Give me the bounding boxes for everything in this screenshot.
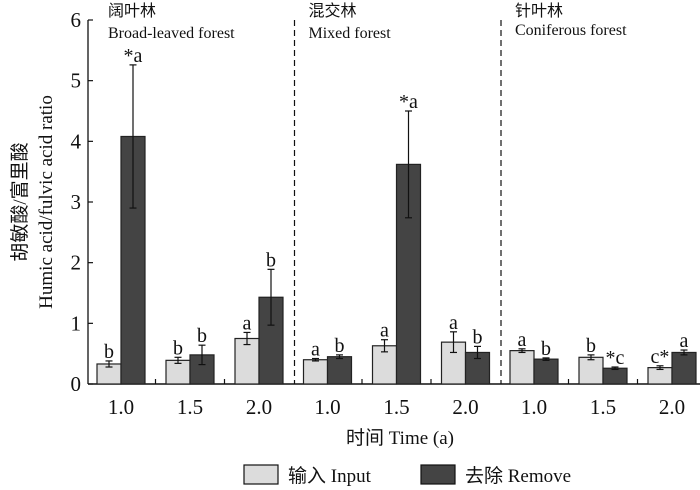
x-tick-label: 1.5 — [590, 395, 616, 419]
significance-label-input: a — [243, 312, 252, 334]
x-tick-label: 1.5 — [383, 395, 409, 419]
legend: 输入 Input 去除 Remove — [243, 464, 571, 487]
significance-label-remove: b — [197, 325, 207, 347]
x-tick-label: 2.0 — [246, 395, 272, 419]
significance-label-input: b — [104, 341, 114, 363]
y-tick-label: 1 — [71, 311, 82, 335]
panel-title-cn: 阔叶林 — [108, 2, 156, 20]
legend-swatch-remove — [420, 464, 456, 485]
bar-input — [647, 367, 673, 385]
significance-label-input: a — [449, 312, 458, 334]
significance-label-input: b — [173, 337, 183, 359]
y-axis-label: Humic acid/fulvic acid ratio — [36, 95, 57, 309]
legend-label-remove: 去除 Remove — [465, 465, 571, 487]
y-tick-label: 5 — [71, 69, 82, 93]
panel-title: Mixed forest — [309, 25, 392, 42]
y-tick-label: 2 — [71, 251, 82, 275]
panel-title: Coniferous forest — [515, 22, 627, 39]
significance-label-remove: b — [473, 326, 483, 348]
significance-label-remove: *a — [124, 45, 143, 67]
x-tick-label: 1.0 — [314, 395, 340, 419]
y-tick-label: 0 — [71, 372, 82, 396]
significance-label-remove: b — [541, 338, 551, 360]
significance-label-remove: b — [266, 249, 276, 271]
significance-label-remove: b — [335, 335, 345, 357]
significance-label-input: a — [518, 329, 527, 351]
bar-input — [578, 356, 604, 385]
significance-label-remove: *c — [606, 347, 625, 369]
y-tick-label: 6 — [71, 8, 82, 32]
bar-input — [234, 337, 260, 385]
y-axis-label-cn: 胡敏酸/富里酸 — [9, 142, 31, 261]
bar-remove — [326, 356, 353, 385]
significance-label-input: c* — [651, 346, 670, 368]
bar-remove — [464, 351, 491, 385]
bar-input — [509, 350, 535, 385]
y-tick-label: 3 — [71, 190, 82, 214]
bar-input — [302, 359, 329, 385]
x-tick-label: 1.0 — [521, 395, 547, 419]
x-axis-label: 时间 Time (a) — [346, 427, 454, 449]
significance-label-input: b — [586, 335, 596, 357]
panel-title-cn: 混交林 — [309, 2, 357, 20]
legend-label-input: 输入 Input — [288, 465, 372, 487]
y-axis: 0 1 2 3 4 5 6 — [71, 8, 93, 396]
legend-swatch-input — [243, 464, 279, 485]
y-tick-label: 4 — [71, 129, 82, 153]
x-tick-label: 2.0 — [452, 395, 478, 419]
significance-label-remove: *a — [399, 91, 418, 113]
x-tick-label: 1.5 — [177, 395, 203, 419]
x-tick-label: 2.0 — [659, 395, 685, 419]
bar-remove — [533, 358, 559, 385]
x-tick-label: 1.0 — [108, 395, 134, 419]
panel-title-cn: 针叶林 — [515, 2, 563, 20]
significance-label-input: a — [311, 339, 320, 361]
significance-label-remove: a — [680, 330, 689, 352]
significance-label-input: a — [380, 320, 389, 342]
panel-title: Broad-leaved forest — [108, 25, 235, 42]
bar-remove — [602, 367, 628, 385]
bar-remove — [671, 351, 697, 385]
